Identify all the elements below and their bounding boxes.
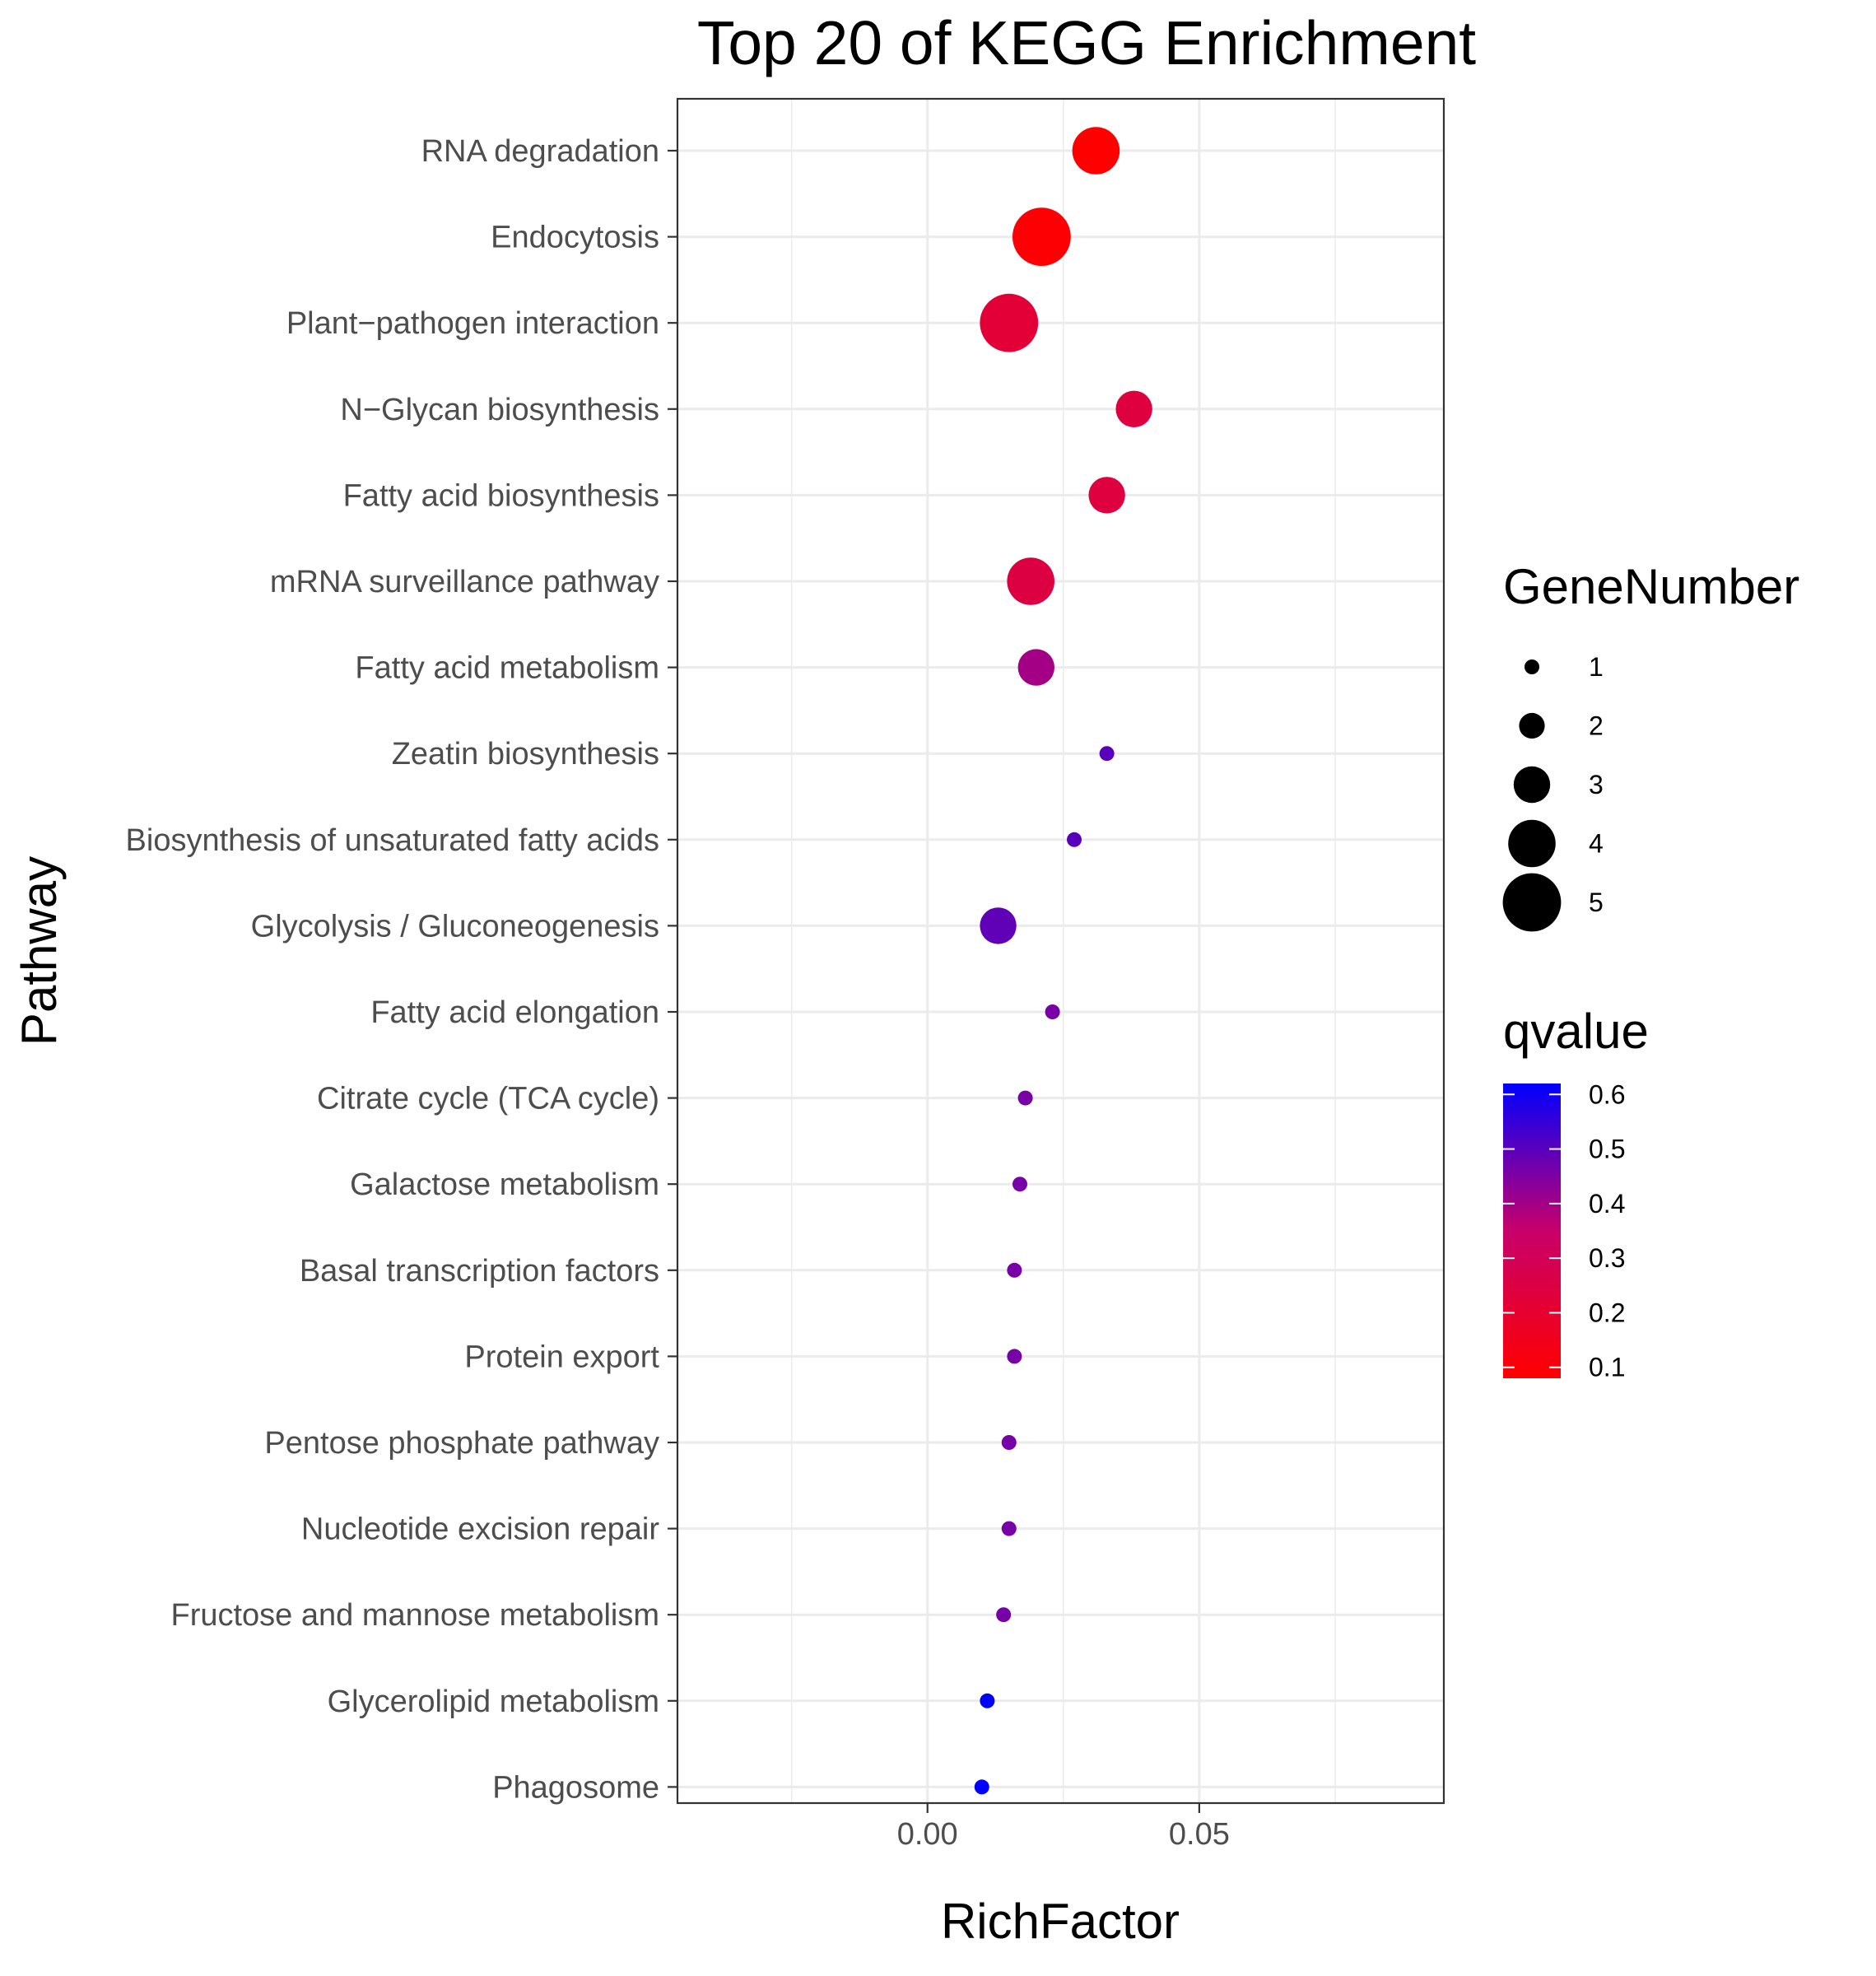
data-point <box>1007 1349 1022 1364</box>
size-legend-label: 4 <box>1589 829 1604 859</box>
y-tick-label: Citrate cycle (TCA cycle) <box>317 1082 659 1116</box>
grid-layer <box>677 99 1444 1803</box>
size-legend-key <box>1519 712 1545 739</box>
colorbar-label: 0.1 <box>1589 1353 1625 1382</box>
y-tick-label: RNA degradation <box>421 134 659 169</box>
data-point <box>974 1779 989 1795</box>
y-tick-label: mRNA surveillance pathway <box>270 565 659 599</box>
colorbar-label: 0.2 <box>1589 1298 1625 1327</box>
data-point <box>1017 1090 1033 1106</box>
data-point <box>1012 207 1071 266</box>
data-point <box>1067 832 1082 847</box>
y-tick-label: Galactose metabolism <box>350 1167 659 1202</box>
data-point <box>1072 127 1120 175</box>
points-layer <box>974 127 1152 1795</box>
size-legend-label: 3 <box>1589 770 1604 799</box>
size-legend-label: 2 <box>1589 711 1604 741</box>
chart-title: Top 20 of KEGG Enrichment <box>697 8 1476 77</box>
y-tick-label: N−Glycan biosynthesis <box>340 393 659 427</box>
y-tick-label: Glycerolipid metabolism <box>328 1685 659 1719</box>
data-point <box>1115 390 1152 427</box>
data-point <box>980 907 1017 944</box>
y-tick-label: Fructose and mannose metabolism <box>170 1598 659 1633</box>
legend-color-title: qvalue <box>1503 1004 1649 1059</box>
data-point <box>1007 557 1054 605</box>
size-legend-key <box>1508 819 1556 868</box>
x-tick-label: 0.00 <box>897 1817 958 1852</box>
x-axis-title: RichFactor <box>941 1894 1180 1949</box>
y-axis: RNA degradation Endocytosis Plant−pathogen… <box>126 134 677 1805</box>
y-tick-label: Nucleotide excision repair <box>301 1512 659 1547</box>
data-point <box>980 1693 995 1708</box>
data-point <box>1007 1262 1022 1278</box>
plot-border <box>676 97 1445 1805</box>
colorbar <box>1503 1084 1561 1378</box>
y-tick-label: Zeatin biosynthesis <box>392 737 659 771</box>
colorbar-label: 0.4 <box>1589 1189 1625 1219</box>
data-point <box>1099 746 1115 762</box>
colorbar-label: 0.6 <box>1589 1079 1625 1109</box>
data-point <box>1012 1177 1027 1192</box>
size-legend-label: 1 <box>1589 652 1604 682</box>
y-tick-label: Fatty acid biosynthesis <box>343 478 659 513</box>
data-point <box>1001 1521 1017 1536</box>
y-tick-label: Biosynthesis of unsaturated fatty acids <box>126 823 659 858</box>
y-tick-label: Pentose phosphate pathway <box>264 1426 659 1461</box>
data-point <box>980 293 1039 352</box>
y-tick-label: Glycolysis / Gluconeogenesis <box>251 909 659 944</box>
size-legend: 1 2 3 4 5 <box>1502 652 1604 932</box>
data-point <box>1001 1435 1017 1450</box>
y-tick-label: Fatty acid metabolism <box>355 651 659 686</box>
legend-size-title: GeneNumber <box>1503 559 1799 614</box>
data-point <box>1088 477 1125 514</box>
y-tick-label: Plant−pathogen interaction <box>286 306 659 341</box>
data-point <box>1045 1004 1060 1019</box>
colorbar-label: 0.3 <box>1589 1243 1625 1273</box>
color-legend: 0.1 0.2 0.3 0.4 0.5 0.6 <box>1503 1079 1625 1382</box>
data-point <box>1017 649 1054 686</box>
y-tick-label: Fatty acid elongation <box>370 995 659 1030</box>
size-legend-label: 5 <box>1589 888 1604 917</box>
x-tick-label: 0.05 <box>1169 1817 1230 1852</box>
y-tick-label: Endocytosis <box>491 221 659 255</box>
y-tick-label: Protein export <box>464 1340 659 1374</box>
y-tick-label: Basal transcription factors <box>300 1254 659 1289</box>
x-axis: 0.00 0.05 <box>897 1803 1230 1852</box>
size-legend-key <box>1502 873 1562 932</box>
y-tick-label: Phagosome <box>492 1770 659 1805</box>
data-point <box>996 1607 1012 1623</box>
plot-panel <box>677 99 1444 1803</box>
y-axis-title: Pathway <box>12 856 67 1046</box>
size-legend-key <box>1513 766 1551 804</box>
colorbar-label: 0.5 <box>1589 1135 1625 1164</box>
size-legend-key <box>1525 659 1539 674</box>
